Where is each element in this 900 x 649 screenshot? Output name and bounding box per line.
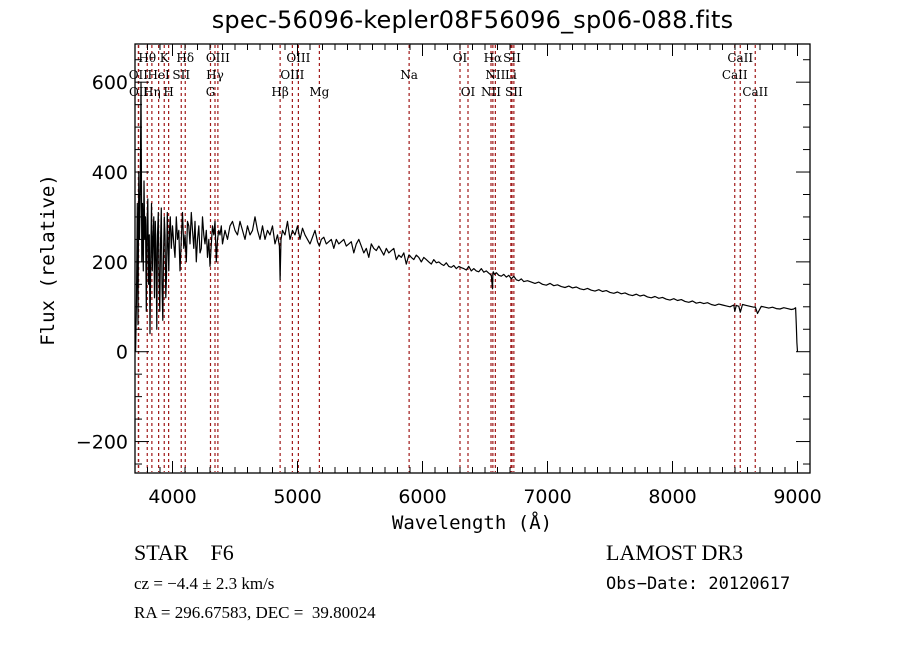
line-label: NII — [485, 68, 505, 82]
x-axis-label: Wavelength (Å) — [392, 511, 552, 534]
coordinates: RA = 296.67583, DEC = 39.80024 — [134, 603, 376, 622]
line-label: Na — [400, 68, 418, 82]
chart-title: spec-56096-kepler08F56096_sp06-088.fits — [211, 6, 734, 34]
axes: 4000 5000 6000 7000 8000 9000 −200 0 200 400 600 — [76, 43, 822, 508]
x-tick-label: 6000 — [398, 486, 446, 508]
line-label: OIII — [280, 68, 304, 82]
redshift-value: cz = −4.4 ± 2.3 km/s — [134, 574, 275, 593]
line-label: OIII — [286, 51, 310, 65]
line-label: Mg — [309, 85, 329, 99]
y-tick-label: 400 — [92, 162, 128, 184]
line-label: HeI — [147, 68, 170, 82]
observation-date: Obs−Date: 20120617 — [606, 574, 791, 594]
line-label: H — [163, 85, 173, 99]
line-label: SII — [172, 68, 190, 82]
y-tick-label: 600 — [92, 72, 128, 94]
line-label: Hη — [143, 85, 161, 99]
line-label: G — [206, 85, 216, 99]
line-label: Hγ — [206, 68, 224, 82]
y-tick-label: 200 — [92, 252, 128, 274]
line-label: CaII — [727, 51, 753, 65]
line-label: NII — [481, 85, 501, 99]
line-label: SII — [505, 85, 523, 99]
line-label: Hβ — [271, 85, 288, 99]
object-class: STAR F6 — [134, 540, 234, 565]
line-label: SII — [503, 51, 521, 65]
line-label: Hδ — [176, 51, 194, 65]
line-label: Li — [505, 68, 517, 82]
line-label: OI — [461, 85, 476, 99]
line-label: Hα — [484, 51, 503, 65]
line-label: K — [160, 51, 170, 65]
x-tick-label: 8000 — [648, 486, 696, 508]
line-label: CaII — [722, 68, 748, 82]
line-label: OII — [129, 85, 149, 99]
y-axis-label: Flux (relative) — [37, 174, 59, 346]
plot-frame — [134, 43, 811, 474]
spectrum-series — [135, 81, 799, 352]
x-tick-label: 9000 — [773, 486, 821, 508]
line-label: CaII — [742, 85, 768, 99]
y-tick-label: −200 — [76, 432, 128, 454]
x-tick-label: 7000 — [523, 486, 571, 508]
x-tick-label: 4000 — [148, 486, 196, 508]
spectral-line-labels: OII OII Hθ Hη HeI K H SII Hδ G Hγ OIII Hβ OIII OIII Mg N… — [129, 51, 769, 99]
line-label: OIII — [206, 51, 230, 65]
line-label: Hθ — [138, 51, 156, 65]
spectrum-line — [135, 81, 799, 352]
line-label: OII — [129, 68, 149, 82]
spectral-line-markers — [137, 45, 756, 472]
y-tick-label: 0 — [116, 342, 128, 364]
x-tick-label: 5000 — [273, 486, 321, 508]
survey-name: LAMOST DR3 — [606, 540, 744, 565]
line-label: OI — [453, 51, 468, 65]
